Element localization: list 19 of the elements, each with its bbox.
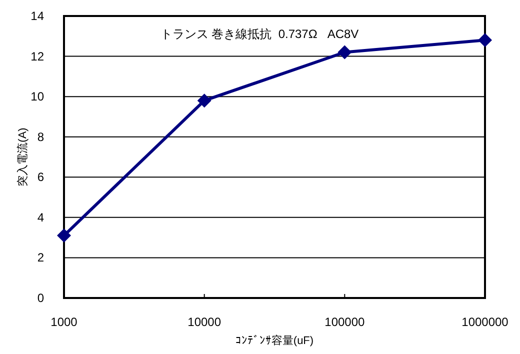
y-tick-label: 6 [37,170,44,184]
y-tick-label: 8 [37,130,44,144]
y-tick-label: 4 [37,210,44,224]
x-axis-title: ｺﾝﾃﾞﾝｻ容量(uF) [235,334,314,347]
x-tick-label: 10000 [188,315,222,329]
y-axis-title: 突入電流(A) [16,128,29,186]
y-tick-label: 10 [30,90,44,104]
point [338,45,352,60]
y-tick-label: 2 [37,250,44,265]
y-tick-label: 0 [37,291,44,305]
y-tick-label: 14 [30,9,44,23]
point [57,228,71,243]
y-tick-label: 12 [30,49,44,64]
x-tick-label: 1000000 [462,315,509,329]
point [478,33,492,48]
x-tick-label: 100000 [324,315,366,329]
annotation: トランス 巻き線抵抗 0.737Ω AC8V [160,27,359,41]
point [197,94,212,108]
x-tick-label: 1000 [50,315,78,329]
